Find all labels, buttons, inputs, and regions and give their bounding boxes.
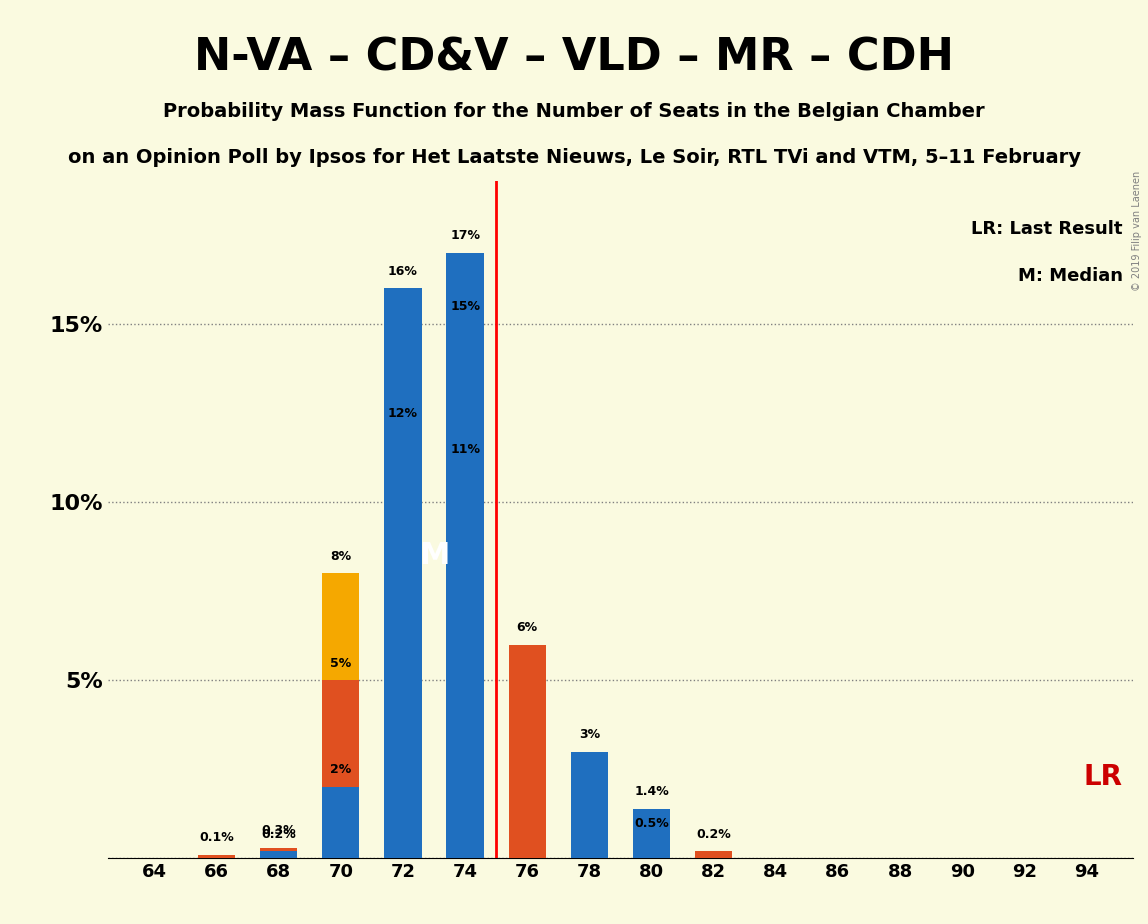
Bar (261, 851, 297, 858)
Text: © 2019 Filip van Laenen: © 2019 Filip van Laenen (1132, 171, 1142, 291)
Text: LR: Last Result: LR: Last Result (971, 220, 1123, 237)
Text: on an Opinion Poll by Ipsos for Het Laatste Nieuws, Le Soir, RTL TVi and VTM, 5–: on an Opinion Poll by Ipsos for Het Laat… (68, 148, 1080, 167)
Text: 17%: 17% (450, 229, 480, 242)
Text: 1.4%: 1.4% (634, 784, 669, 797)
Bar (261, 847, 297, 858)
Text: N-VA – CD&V – VLD – MR – CDH: N-VA – CD&V – VLD – MR – CDH (194, 37, 954, 80)
Bar (633, 841, 670, 858)
Bar (323, 787, 359, 858)
Text: 5%: 5% (331, 657, 351, 670)
Text: 16%: 16% (388, 264, 418, 277)
Bar (385, 431, 421, 858)
Text: M: M (419, 541, 449, 570)
Bar (323, 573, 359, 858)
Text: 0.3%: 0.3% (262, 824, 296, 837)
Bar (197, 855, 235, 858)
Bar (571, 751, 608, 858)
Text: 0.5%: 0.5% (634, 817, 669, 830)
Bar (695, 851, 732, 858)
Bar (633, 808, 670, 858)
Bar (447, 324, 483, 858)
Text: 8%: 8% (331, 550, 351, 563)
Bar (447, 467, 483, 858)
Text: 0.1%: 0.1% (199, 832, 234, 845)
Bar (447, 252, 483, 858)
Text: 3%: 3% (579, 728, 600, 741)
Text: 0.2%: 0.2% (696, 828, 731, 841)
Bar (323, 680, 359, 858)
Text: LR: LR (1084, 763, 1123, 791)
Text: 12%: 12% (388, 407, 418, 420)
Text: 2%: 2% (331, 763, 351, 776)
Text: 11%: 11% (450, 443, 480, 456)
Bar (509, 645, 545, 858)
Text: M: Median: M: Median (1018, 267, 1123, 286)
Text: 15%: 15% (450, 300, 480, 313)
Text: 6%: 6% (517, 621, 537, 634)
Bar (385, 288, 421, 858)
Text: 0.2%: 0.2% (262, 828, 296, 841)
Text: Probability Mass Function for the Number of Seats in the Belgian Chamber: Probability Mass Function for the Number… (163, 102, 985, 121)
